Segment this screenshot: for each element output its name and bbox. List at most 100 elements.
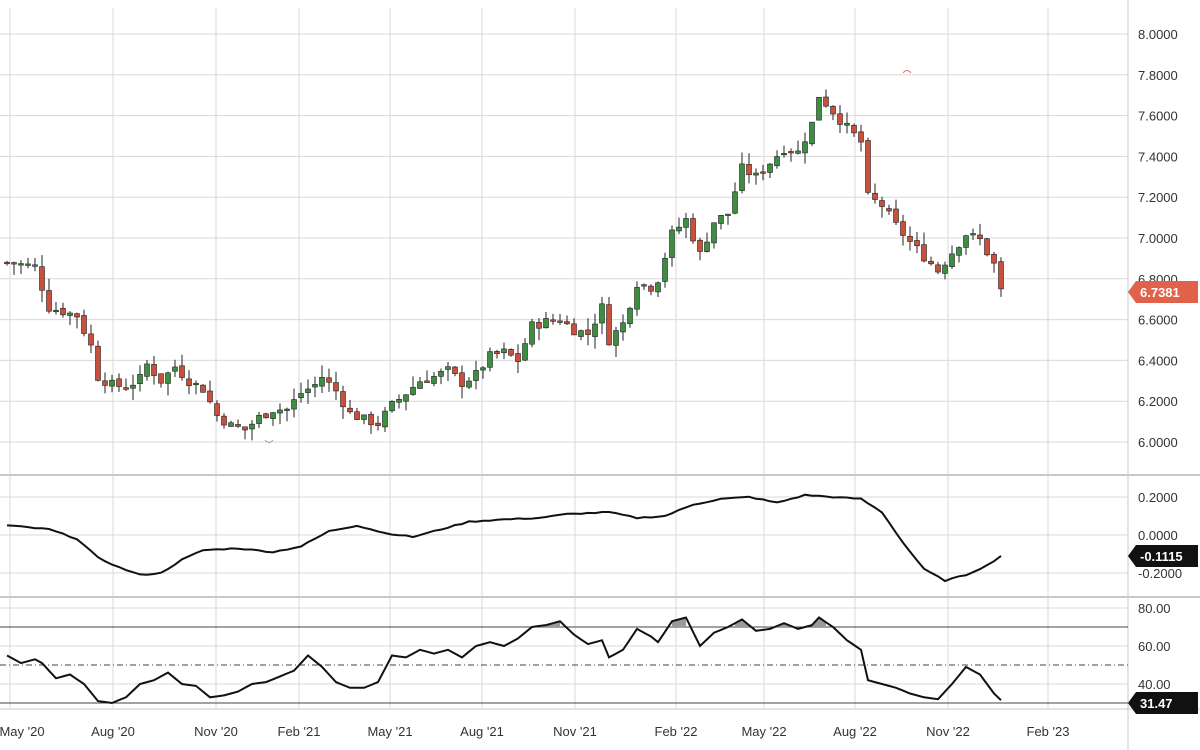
price-y-tick: 6.0000 [1138, 435, 1178, 450]
candle-up [844, 122, 850, 126]
candle-up [144, 363, 150, 377]
candle-down [340, 391, 346, 408]
candle-down [354, 411, 360, 420]
candle-up [970, 233, 976, 236]
oscillator-y-tick: -0.2000 [1138, 566, 1182, 581]
candle-down [557, 320, 563, 323]
candle-down [207, 390, 213, 403]
candle-up [781, 153, 787, 156]
candle-down [914, 240, 920, 247]
x-axis-label: Nov '21 [553, 724, 597, 739]
candle-up [396, 399, 402, 403]
value-tags: 6.7381 -0.1115 31.47 [1128, 281, 1198, 714]
rsi-y-tick: 80.00 [1138, 601, 1171, 616]
candle-up [319, 377, 325, 387]
candle-up [963, 235, 969, 248]
candle-up [67, 312, 73, 316]
price-y-tick: 7.8000 [1138, 68, 1178, 83]
candle-up [956, 247, 962, 256]
rsi-pane [0, 616, 1128, 705]
candle-down [221, 415, 227, 426]
candle-down [606, 304, 612, 346]
candle-down [536, 322, 542, 329]
candle-up [480, 367, 486, 371]
candle-down [823, 96, 829, 107]
candle-up [753, 172, 759, 176]
candle-up [137, 374, 143, 385]
rsi-y-tick: 60.00 [1138, 639, 1171, 654]
candle-down [11, 262, 17, 265]
candle-down [977, 234, 983, 239]
candle-down [347, 407, 353, 413]
candle-up [732, 191, 738, 214]
candle-down [571, 323, 577, 336]
candle-up [802, 141, 808, 154]
candle-down [123, 387, 129, 390]
candle-down [879, 200, 885, 207]
candle-down [998, 261, 1004, 290]
candle-up [816, 96, 822, 121]
x-axis-label: May '22 [741, 724, 786, 739]
candle-up [704, 241, 710, 252]
candle-down [872, 192, 878, 200]
candle-down [984, 238, 990, 256]
price-y-tick: 6.2000 [1138, 394, 1178, 409]
candle-down [186, 378, 192, 386]
candle-down [697, 239, 703, 252]
candle-down [116, 378, 122, 387]
price-y-tick: 8.0000 [1138, 27, 1178, 42]
candle-down [333, 382, 339, 392]
candle-down [648, 285, 654, 292]
candle-down [158, 373, 164, 384]
candle-up [312, 384, 318, 388]
candle-up [291, 399, 297, 410]
candle-up [361, 414, 367, 420]
x-axis-label: Aug '22 [833, 724, 877, 739]
candle-down [893, 208, 899, 223]
candle-down [235, 424, 241, 427]
candle-down [585, 329, 591, 335]
candle-up [438, 370, 444, 377]
candle-up [466, 380, 472, 388]
candle-down [830, 105, 836, 115]
price-y-tick: 6.4000 [1138, 353, 1178, 368]
candle-down [459, 372, 465, 387]
candle-down [95, 345, 101, 381]
candle-down [214, 403, 220, 416]
candle-up [949, 253, 955, 267]
candle-up [529, 321, 535, 345]
candle-up [25, 263, 31, 266]
candle-up [774, 156, 780, 167]
candle-down [935, 264, 941, 273]
candle-down [424, 380, 430, 383]
candle-down [4, 261, 10, 265]
candle-up [53, 309, 59, 313]
candle-up [431, 376, 437, 384]
candle-down [886, 208, 892, 212]
price-candles [4, 70, 1004, 443]
candle-up [382, 410, 388, 428]
candle-up [809, 121, 815, 145]
x-axis-label: Feb '22 [655, 724, 698, 739]
low-marker [264, 439, 274, 443]
candle-up [592, 323, 598, 337]
candle-down [368, 413, 374, 426]
candle-up [270, 412, 276, 419]
candle-up [669, 229, 675, 258]
candle-up [298, 393, 304, 398]
candle-up [676, 226, 682, 232]
candle-down [690, 218, 696, 242]
candle-up [634, 287, 640, 310]
x-axis-label: May '21 [367, 724, 412, 739]
candle-up [620, 322, 626, 333]
candle-up [578, 330, 584, 337]
candle-up [711, 222, 717, 244]
candle-up [109, 379, 115, 387]
x-axis-label: May '20 [0, 724, 45, 739]
candle-up [683, 218, 689, 228]
x-axis-label: Aug '21 [460, 724, 504, 739]
candle-down [375, 422, 381, 426]
candle-up [725, 213, 731, 216]
candle-up [942, 264, 948, 274]
